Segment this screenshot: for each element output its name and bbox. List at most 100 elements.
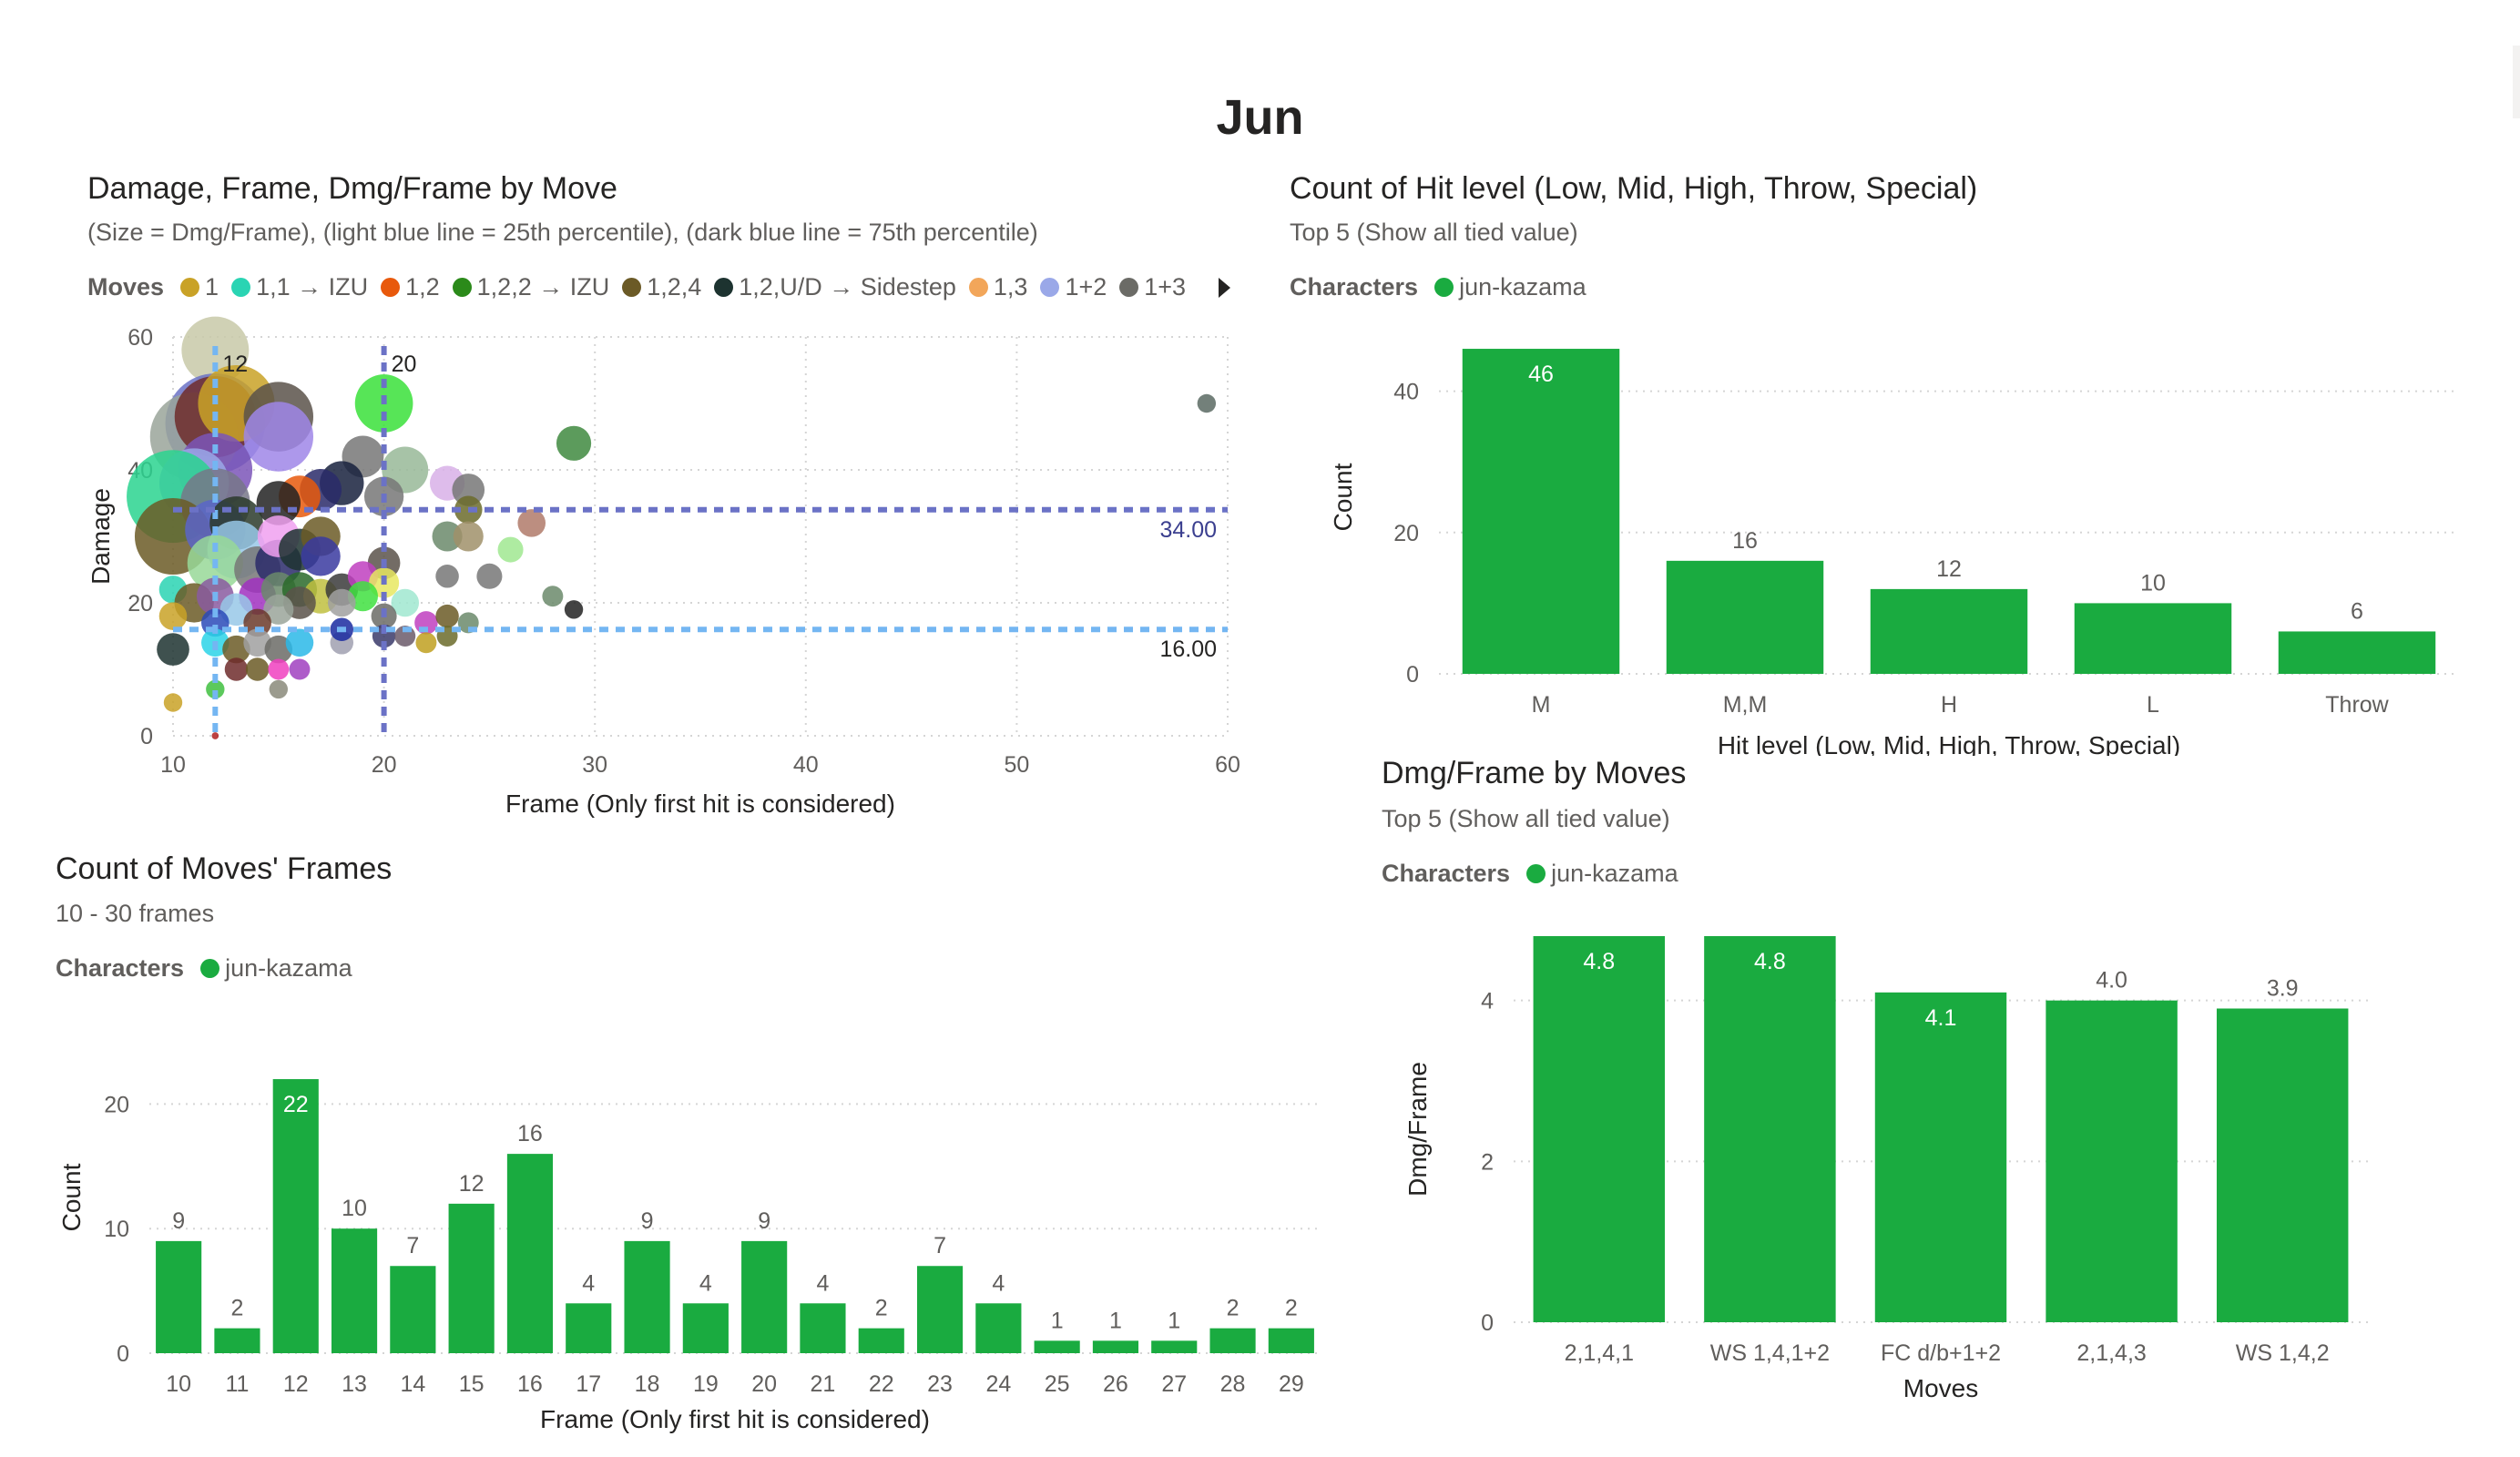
legend-item[interactable]: 1,2,4	[622, 273, 701, 301]
legend-item[interactable]: 1,2,2 → IZU	[452, 273, 610, 301]
x-tick-label: WS 1,4,2	[2236, 1340, 2330, 1366]
scatter-point	[243, 608, 271, 637]
scatter-point	[556, 425, 592, 461]
legend-dot-icon	[714, 278, 734, 297]
bar	[624, 1240, 670, 1353]
legend-item[interactable]: 1,2	[381, 273, 440, 301]
page-scrollbar[interactable]	[2513, 46, 2520, 118]
legend-label: 1+3	[1144, 273, 1187, 301]
scatter-point	[224, 657, 249, 681]
reference-line-label: 12	[222, 352, 248, 377]
scatter-point	[391, 588, 420, 617]
bar	[1704, 936, 1836, 1322]
legend-label: 1,2,2 → IZU	[476, 273, 610, 301]
x-tick-label: 60	[1215, 752, 1240, 778]
legend-item[interactable]: jun-kazama	[1526, 860, 1678, 888]
scatter-point	[245, 657, 270, 681]
frames-subtitle: 10 - 30 frames	[56, 900, 215, 927]
legend-item[interactable]: jun-kazama	[200, 954, 352, 983]
bar	[916, 1266, 964, 1353]
legend-item[interactable]: 1,1 → IZU	[231, 273, 368, 301]
x-tick-label: 15	[459, 1371, 485, 1397]
bar	[858, 1328, 904, 1353]
legend-next-arrow-icon[interactable]	[1219, 277, 1231, 298]
scatter-point	[542, 586, 564, 607]
scatter-point	[517, 509, 546, 537]
y-tick-label: 20	[104, 1092, 129, 1117]
legend-label: jun-kazama	[1459, 273, 1586, 301]
scatter-point	[327, 588, 356, 617]
x-tick-label: H	[1941, 692, 1957, 718]
legend-label: jun-kazama	[225, 954, 352, 982]
hitlevel-legend[interactable]: Characters jun-kazama	[1290, 273, 1599, 301]
scatter-point	[222, 635, 250, 664]
scatter-point	[157, 633, 189, 666]
scatter-legend[interactable]: Moves 1 1,1 → IZU 1,2 1,2,2 → IZU 1,2,4 1,2,U…	[87, 273, 1231, 301]
bar	[566, 1303, 612, 1353]
x-tick-label: 2,1,4,1	[1565, 1340, 1634, 1366]
dmgframe-chart[interactable]: 0 2 4 4.8 2,1,4,1 4.8 WS 1,4,1+2 4.1 FC d/b+1+2 4…	[1348, 902, 2520, 1411]
y-tick-label: 0	[140, 724, 153, 749]
x-tick-label: 21	[811, 1371, 836, 1397]
reference-line-label: 16.00	[1159, 637, 1217, 662]
y-axis-title: Dmg/Frame	[1403, 1062, 1432, 1197]
legend-item[interactable]: 1,3	[968, 273, 1028, 301]
bar-value-label: 7	[406, 1233, 419, 1258]
bar-value-label: 4.8	[1583, 949, 1615, 974]
bar-value-label: 10	[2140, 570, 2166, 596]
bar	[1462, 349, 1620, 674]
bar	[1874, 992, 2007, 1322]
legend-title: Characters	[1382, 860, 1511, 887]
dmgframe-legend[interactable]: Characters jun-kazama	[1382, 860, 1691, 888]
x-tick-label: WS 1,4,1+2	[1710, 1340, 1830, 1366]
scatter-point	[263, 594, 294, 625]
legend-dot-icon	[200, 959, 220, 978]
x-tick-label: 50	[1004, 752, 1029, 778]
hitlevel-chart[interactable]: 0 20 40 46 M 16 M,M 12 H 10 L 6 Throw Hit level (Low,…	[1275, 310, 2520, 756]
scatter-point	[264, 635, 293, 664]
bar	[448, 1203, 495, 1353]
bar-value-label: 1	[1168, 1308, 1180, 1333]
bar	[1092, 1340, 1139, 1353]
bar	[1533, 936, 1666, 1322]
x-tick-label: 14	[400, 1371, 425, 1397]
y-tick-label: 60	[128, 325, 153, 351]
x-tick-label: Throw	[2325, 692, 2389, 718]
x-tick-label: 10	[160, 752, 186, 778]
frames-title: Count of Moves' Frames	[56, 851, 393, 886]
legend-item[interactable]: 1+2	[1040, 273, 1107, 301]
x-tick-label: 24	[985, 1371, 1011, 1397]
legend-item[interactable]: jun-kazama	[1434, 273, 1586, 301]
legend-dot-icon	[622, 278, 642, 297]
legend-item[interactable]: 1	[180, 273, 219, 301]
bar-value-label: 16	[1732, 528, 1758, 554]
x-axis-title: Hit level (Low, Mid, High, Throw, Specia…	[1718, 731, 2180, 756]
x-tick-label: L	[2147, 692, 2159, 718]
bar-value-label: 9	[758, 1208, 770, 1234]
bar-value-label: 2	[230, 1296, 243, 1321]
legend-dot-icon	[452, 278, 472, 297]
y-axis-title: Count	[1329, 463, 1357, 531]
legend-item[interactable]: 1,2,U/D → Sidestep	[714, 273, 956, 301]
bar-value-label: 4	[582, 1270, 595, 1296]
bar	[214, 1328, 260, 1353]
scatter-point	[435, 565, 459, 588]
legend-item[interactable]: 1+3	[1119, 273, 1186, 301]
x-tick-label: 25	[1045, 1371, 1070, 1397]
legend-title: Moves	[87, 273, 165, 301]
x-axis-title: Frame (Only first hit is considered)	[505, 790, 895, 818]
frames-legend[interactable]: Characters jun-kazama	[56, 954, 365, 983]
scatter-point	[435, 604, 459, 628]
x-tick-label: 18	[635, 1371, 660, 1397]
bar	[1151, 1340, 1198, 1353]
legend-label: 1,1 → IZU	[256, 273, 369, 301]
legend-label: 1,3	[993, 273, 1028, 301]
y-axis-title: Count	[57, 1163, 86, 1231]
y-tick-label: 4	[1481, 989, 1494, 1014]
x-tick-label: 40	[793, 752, 819, 778]
frames-chart[interactable]: 0102091021122121013714121516164179184199…	[0, 993, 1348, 1457]
x-tick-label: 29	[1279, 1371, 1304, 1397]
bar-value-label: 10	[342, 1196, 367, 1221]
legend-label: 1,2,U/D → Sidestep	[739, 273, 956, 301]
